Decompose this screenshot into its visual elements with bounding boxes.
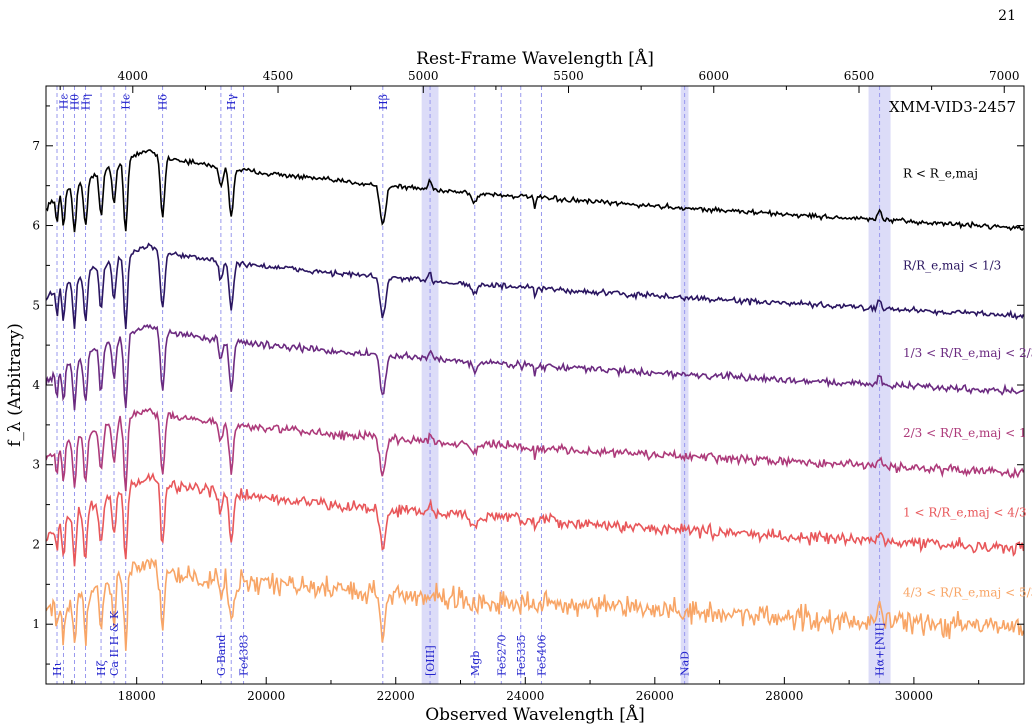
top-axis-label: Rest-Frame Wavelength [Å] [416,48,654,69]
x-tick-label: 18000 [118,689,156,703]
line-label: Fe5406 [535,634,548,676]
x-tick-label: 28000 [765,689,803,703]
line-label: Hθ [68,94,81,111]
top-tick-label: 4500 [263,69,294,83]
y-tick-label: 5 [32,298,40,312]
x-tick-label: 30000 [895,689,933,703]
line-label: G-Band [215,635,228,676]
line-label: Mgb [469,651,482,676]
line-label: Hγ [225,94,238,111]
line-label: Fe5270 [495,634,508,676]
top-tick-label: 6500 [844,69,875,83]
series-label-4: 1 < R/R_e,maj < 4/3 [903,506,1027,520]
series-line-0 [46,149,1024,233]
x-tick-label: 24000 [506,689,544,703]
series-line-4 [46,472,1024,567]
top-tick-label: 5000 [408,69,439,83]
line-label: Fe5335 [515,634,528,676]
line-label: Hβ [377,94,390,110]
line-label: Ca II H & K [108,610,121,676]
y-tick-label: 1 [32,617,40,631]
y-tick-label: 3 [32,458,40,472]
y-axis-label: f_λ (Arbitrary) [5,323,25,447]
top-tick-label: 4000 [118,69,149,83]
line-label: [OIII] [424,645,437,676]
series-label-0: R < R_e,maj [903,167,978,181]
series-label-2: 1/3 < R/R_e,maj < 2/3 [903,346,1032,360]
x-tick-label: 22000 [377,689,415,703]
object-name: XMM-VID3-2457 [889,98,1016,116]
top-tick-label: 6000 [698,69,729,83]
line-label: Hη [80,94,93,110]
x-tick-label: 20000 [247,689,285,703]
page-number: 21 [998,8,1016,24]
band-NaD [680,86,689,684]
band-HNII [868,86,891,684]
top-tick-label: 7000 [989,69,1020,83]
top-tick-label: 5500 [553,69,584,83]
series-line-3 [46,407,1024,492]
series-line-1 [46,242,1024,330]
line-label: Hζ [95,660,108,676]
series-label-3: 2/3 < R/R_e,maj < 1 [903,426,1027,440]
line-label: Hδ [157,94,170,111]
line-label: Hε [57,94,70,110]
line-label: Hα+[NII] [874,623,887,676]
series-label-1: R/R_e,maj < 1/3 [903,258,1001,272]
x-tick-label: 26000 [636,689,674,703]
line-label: NaD [679,651,692,676]
line-label: Hϵ [120,94,133,110]
y-tick-label: 7 [32,139,40,153]
x-axis-label: Observed Wavelength [Å] [425,704,645,725]
band-OIII [421,86,439,684]
line-label: Fe4383 [238,634,251,676]
y-tick-label: 4 [32,378,40,392]
series-line-2 [46,323,1024,411]
series-label-5: 4/3 < R/R_e,maj < 5/3 [903,585,1032,599]
y-tick-label: 6 [32,219,40,233]
series-group [46,149,1024,651]
y-tick-label: 2 [32,537,40,551]
line-label: Hι [51,662,64,676]
series-line-5 [46,557,1024,651]
